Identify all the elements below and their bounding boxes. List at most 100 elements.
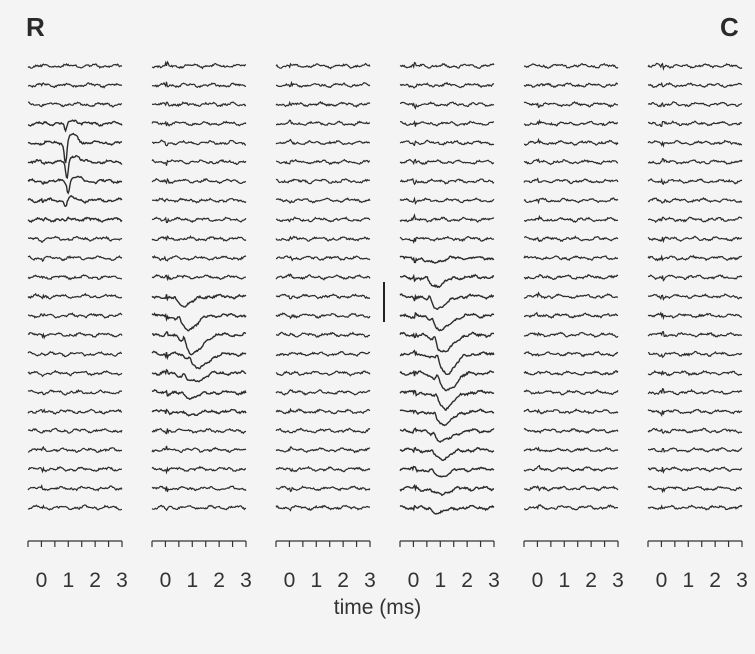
trace-line [275,80,371,89]
trace-line [523,273,619,280]
trace-line [275,100,371,108]
trace-line [27,154,123,179]
trace-line [647,388,743,396]
trace-line [647,350,743,359]
trace-line [523,427,619,435]
trace-line [399,349,495,375]
trace-line [27,388,123,396]
trace-line [399,139,495,147]
x-tick-label: 0 [408,569,420,592]
corner-label-right: C [720,12,739,42]
trace-line [151,350,247,370]
trace-line [523,370,619,376]
trace-line [647,293,743,301]
trace-line [399,408,495,427]
trace-line [523,464,619,473]
trace-line [275,485,371,493]
trace-line [399,273,495,289]
x-tick-label: 2 [213,569,225,592]
trace-line [399,369,495,392]
trace-line [647,408,743,417]
trace-line [523,350,619,358]
trace-line [523,100,619,109]
x-tick-label: 0 [160,569,172,592]
trace-line [523,291,618,300]
trace-line [151,81,247,89]
trace-line [275,446,371,454]
trace-line [275,138,371,146]
trace-line [28,466,122,474]
trace-line [27,292,123,300]
trace-line [399,196,495,206]
trace-line [275,504,371,512]
trace-line [151,485,247,493]
trace-line [399,177,495,186]
trace-line [151,234,247,242]
trace-line [647,139,743,148]
x-tick-label: 2 [585,569,597,592]
trace-line [523,446,619,453]
trace-line [647,101,743,108]
trace-line [27,331,123,340]
trace-line [523,503,619,511]
x-tick-label: 2 [89,569,101,592]
trace-line [27,350,122,358]
x-tick-label: 3 [488,569,500,592]
trace-line [399,293,495,310]
trace-line [523,82,619,89]
x-tick-label: 3 [116,569,128,592]
x-tick-label: 1 [682,569,694,592]
trace-line [151,312,247,332]
trace-line [27,408,123,415]
trace-line [275,235,371,242]
trace-line [647,157,743,165]
trace-line [647,235,743,244]
trace-line [152,139,247,147]
trace-line [27,235,123,243]
trace-line [275,312,371,320]
trace-line [27,445,123,453]
trace-line [28,312,123,319]
trace-line [647,466,742,474]
trace-line [647,330,743,338]
trace-line [399,61,495,70]
trace-line [523,235,619,243]
trace-line [275,158,371,166]
trace-line [399,213,495,223]
trace-line [647,504,743,511]
trace-line [151,389,247,401]
trace-line [151,60,247,70]
trace-line [647,254,743,262]
trace-line [151,331,247,356]
trace-line [275,119,371,127]
trace-line [523,177,619,185]
trace-line [151,504,247,512]
trace-line [275,273,371,281]
trace-line [523,331,619,338]
trace-line [151,197,247,204]
trace-line [523,197,619,205]
x-tick-label: 2 [337,569,349,592]
trace-line [27,119,123,133]
trace-line [275,331,371,338]
corner-label-left: R [26,12,45,42]
x-tick-label: 3 [364,569,376,592]
trace-line [399,465,495,478]
x-tick-label: 1 [186,569,198,592]
trace-line [151,255,247,262]
trace-line [647,197,743,204]
trace-line [27,274,123,281]
trace-line [399,389,495,411]
trace-line [523,389,619,396]
trace-line [275,197,371,204]
trace-line [647,370,743,377]
x-tick-label: 2 [461,569,473,592]
trace-line [523,255,619,262]
trace-line [647,274,743,282]
trace-line [523,157,619,166]
x-tick-label: 0 [284,569,296,592]
trace-line [647,311,743,321]
x-tick-label: 2 [709,569,721,592]
x-tick-label: 0 [36,569,48,592]
